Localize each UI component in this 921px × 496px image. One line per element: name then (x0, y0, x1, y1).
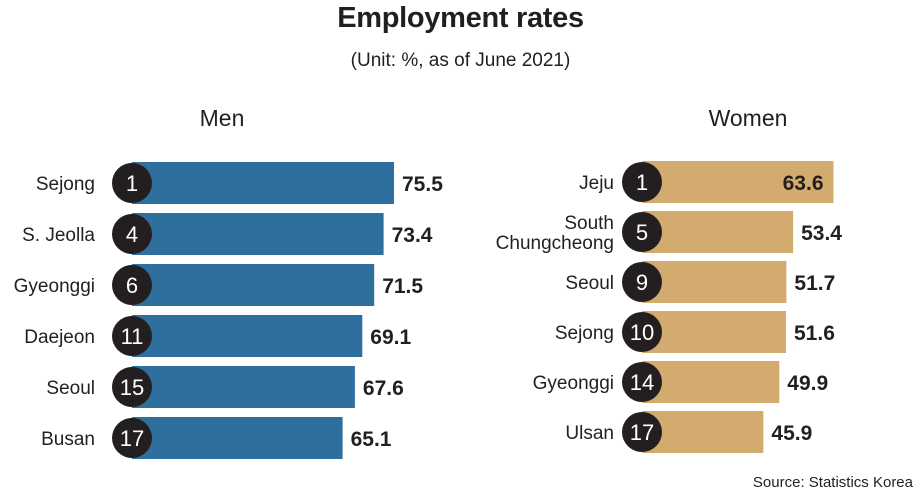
category-label-men-6: Busan (41, 429, 95, 450)
rank-number-women-1: 1 (636, 170, 648, 195)
value-label-men-4: 69.1 (370, 326, 411, 349)
rank-badge-men-3 (112, 265, 152, 305)
rank-badge-men-4 (112, 316, 152, 356)
rank-badge-women-6 (622, 412, 662, 452)
rank-number-men-4: 11 (121, 324, 144, 349)
value-label-women-3: 51.7 (794, 272, 835, 295)
rank-badge-men-5 (112, 367, 152, 407)
rank-badge-women-1 (622, 162, 662, 202)
bar-men-1 (132, 162, 394, 204)
value-label-women-6: 45.9 (771, 422, 812, 445)
category-label-men-4: Daejeon (24, 327, 95, 348)
bar-women-4 (642, 311, 786, 353)
chart-title: Employment rates (337, 2, 584, 34)
value-label-women-1: 63.6 (783, 172, 824, 195)
category-label-women-2: South Chungcheong (496, 213, 614, 254)
value-label-men-3: 71.5 (382, 275, 423, 298)
panel-title-women: Women (709, 105, 788, 131)
bar-men-6 (132, 417, 343, 459)
category-label-women-3: Seoul (565, 273, 614, 294)
rank-number-women-6: 17 (630, 420, 654, 445)
bar-women-5 (642, 361, 780, 403)
bar-men-4 (132, 315, 363, 357)
category-label-women-1: Jeju (579, 173, 614, 194)
rank-badge-men-6 (112, 418, 152, 458)
rank-number-men-2: 4 (126, 222, 138, 247)
bar-men-5 (132, 366, 355, 408)
bar-men-2 (132, 213, 384, 255)
rank-number-men-5: 15 (120, 375, 144, 400)
bar-women-6 (642, 411, 764, 453)
value-label-men-5: 67.6 (363, 377, 404, 400)
panel-title-men: Men (200, 105, 245, 131)
category-label-men-1: Sejong (36, 174, 95, 195)
rank-badge-women-3 (622, 262, 662, 302)
rank-badge-women-5 (622, 362, 662, 402)
category-label-men-5: Seoul (46, 378, 95, 399)
value-label-women-4: 51.6 (794, 322, 835, 345)
value-label-men-2: 73.4 (392, 224, 433, 247)
rank-number-women-5: 14 (630, 370, 654, 395)
bar-men-3 (132, 264, 375, 306)
value-label-women-2: 53.4 (801, 222, 842, 245)
value-label-men-6: 65.1 (351, 428, 392, 451)
category-label-women-4: Sejong (555, 323, 614, 344)
category-label-women-6: Ulsan (565, 423, 614, 444)
rank-badge-women-2 (622, 212, 662, 252)
rank-number-men-1: 1 (126, 171, 138, 196)
category-label-women-5: Gyeonggi (533, 373, 614, 394)
bar-women-3 (642, 261, 787, 303)
rank-badge-men-2 (112, 214, 152, 254)
rank-number-men-3: 6 (126, 273, 138, 298)
rank-badge-women-4 (622, 312, 662, 352)
value-label-men-1: 75.5 (402, 173, 443, 196)
rank-badge-men-1 (112, 163, 152, 203)
value-label-women-5: 49.9 (787, 372, 828, 395)
bar-women-2 (642, 211, 794, 253)
rank-number-women-3: 9 (636, 270, 648, 295)
bar-women-1 (642, 161, 834, 203)
rank-number-women-2: 5 (636, 220, 648, 245)
rank-number-men-6: 17 (120, 426, 144, 451)
chart-subtitle: (Unit: %, as of June 2021) (350, 50, 571, 71)
source-note: Source: Statistics Korea (752, 474, 913, 491)
rank-number-women-4: 10 (630, 320, 654, 345)
category-label-men-2: S. Jeolla (22, 225, 95, 246)
category-label-men-3: Gyeonggi (14, 276, 95, 297)
